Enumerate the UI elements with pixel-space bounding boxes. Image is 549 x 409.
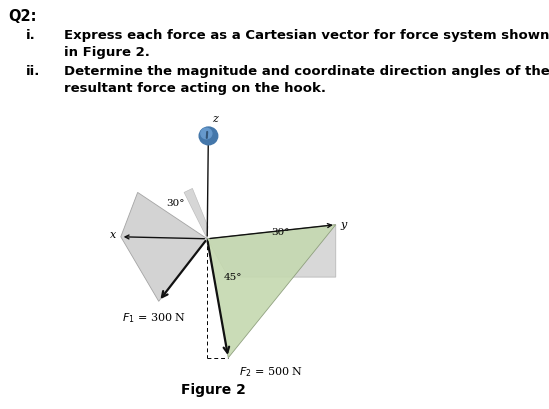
Text: $F_2$ = 500 N: $F_2$ = 500 N (239, 365, 303, 379)
Text: y: y (340, 220, 346, 230)
Text: ii.: ii. (26, 65, 40, 78)
Text: Figure 2: Figure 2 (181, 383, 246, 398)
Polygon shape (184, 189, 208, 239)
Text: $F_1$ = 300 N: $F_1$ = 300 N (122, 311, 187, 325)
Text: 30°: 30° (166, 199, 185, 208)
Circle shape (199, 127, 218, 145)
Polygon shape (121, 192, 207, 301)
Text: Express each force as a Cartesian vector for force system shown
in Figure 2.: Express each force as a Cartesian vector… (64, 29, 549, 59)
Text: Determine the magnitude and coordinate direction angles of the
resultant force a: Determine the magnitude and coordinate d… (64, 65, 549, 95)
Text: x: x (109, 230, 116, 240)
Polygon shape (207, 225, 336, 277)
Text: 45°: 45° (223, 273, 242, 282)
Text: i.: i. (26, 29, 36, 42)
Polygon shape (207, 225, 336, 358)
Text: Q2:: Q2: (8, 9, 37, 24)
Circle shape (201, 128, 212, 139)
Text: z: z (212, 114, 218, 124)
Text: 30°: 30° (272, 228, 290, 237)
